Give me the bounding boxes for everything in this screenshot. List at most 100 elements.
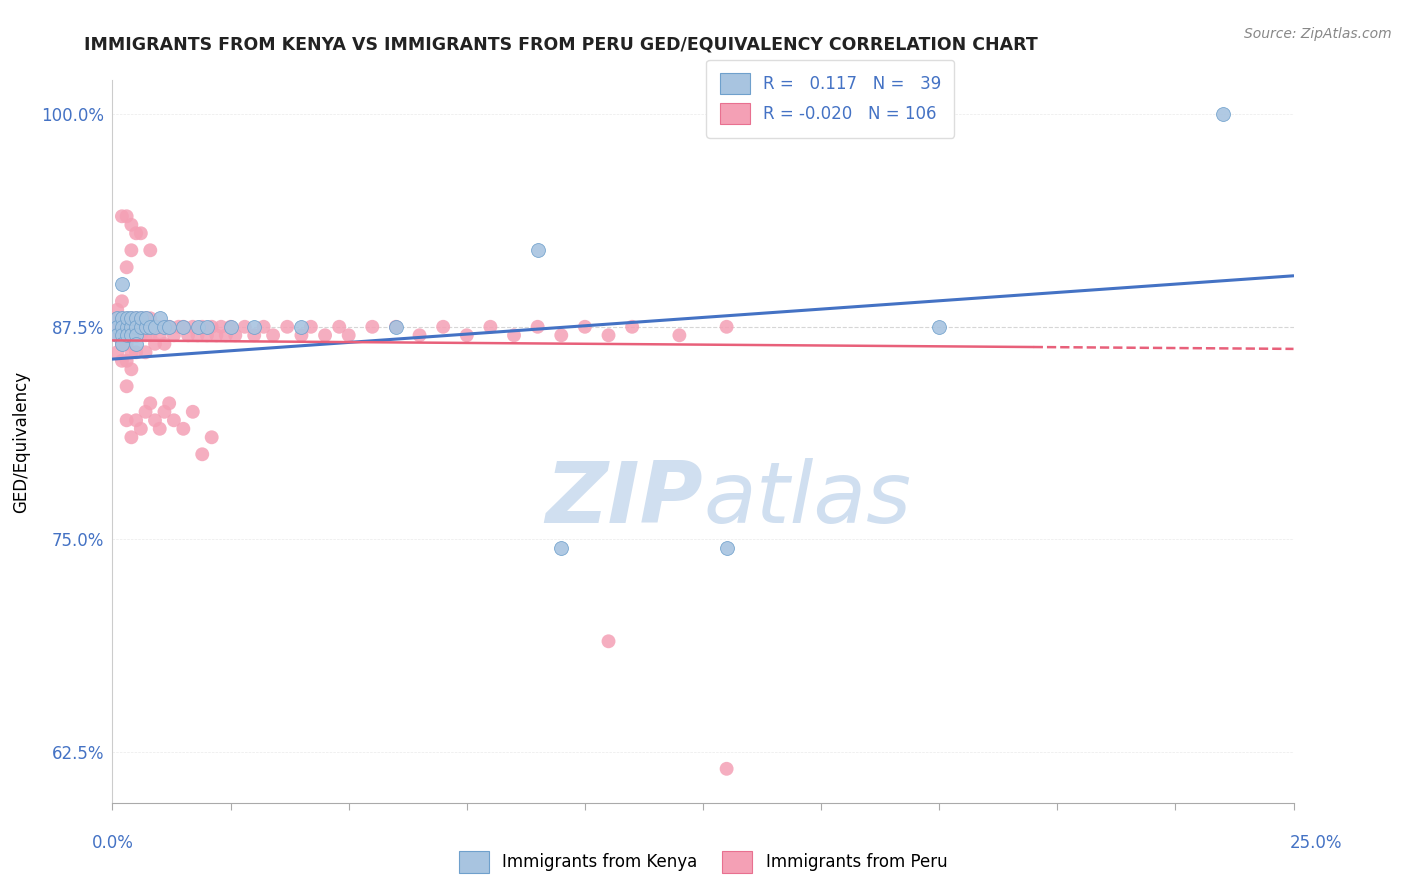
Point [125,311,148,326]
Point [125,345,148,359]
Point [120,311,142,326]
Point [115,328,138,343]
Point [129,227,152,241]
Point [157,319,180,334]
Point [129,311,152,326]
Point [432,319,454,334]
Point [181,319,204,334]
Point [125,319,148,334]
Point [928,319,950,334]
Point [172,319,194,334]
Point [120,328,142,343]
Point [191,447,214,461]
Point [143,319,166,334]
Point [233,319,256,334]
Point [129,328,152,343]
Point [111,294,134,309]
Point [526,244,548,258]
Point [115,379,138,393]
Point [135,311,157,326]
Point [120,345,142,359]
Point [290,319,312,334]
Point [115,209,138,223]
Point [135,328,157,343]
Point [129,319,152,334]
Point [125,328,148,343]
Point [149,319,172,334]
Point [120,319,142,334]
Text: 25.0%: 25.0% [1291,834,1343,852]
Point [135,311,157,326]
Point [105,319,128,334]
Point [385,319,408,334]
Point [125,413,148,427]
Point [115,336,138,351]
Point [153,405,176,419]
Point [172,319,194,334]
Point [290,328,312,343]
Point [163,413,186,427]
Point [716,762,738,776]
Point [139,244,162,258]
Point [111,311,134,326]
Point [111,277,134,292]
Point [105,319,128,334]
Point [153,336,176,351]
Point [135,405,157,419]
Point [716,541,738,555]
Point [120,244,142,258]
Point [337,328,360,343]
Point [111,209,134,223]
Point [195,328,218,343]
Point [125,311,148,326]
Point [111,336,134,351]
Point [205,328,228,343]
Point [111,319,134,334]
Point [621,319,644,334]
Point [139,319,162,334]
Point [177,328,200,343]
Point [115,319,138,334]
Y-axis label: GED/Equivalency: GED/Equivalency [13,370,30,513]
Point [1212,107,1234,121]
Point [139,319,162,334]
Legend: Immigrants from Kenya, Immigrants from Peru: Immigrants from Kenya, Immigrants from P… [453,845,953,880]
Point [167,319,190,334]
Point [201,430,224,444]
Point [105,345,128,359]
Point [125,328,148,343]
Text: Source: ZipAtlas.com: Source: ZipAtlas.com [1244,27,1392,41]
Point [120,328,142,343]
Point [111,311,134,326]
Point [115,311,138,326]
Point [253,319,276,334]
Point [111,328,134,343]
Point [550,541,572,555]
Point [111,336,134,351]
Point [526,319,548,334]
Point [105,328,128,343]
Point [115,260,138,275]
Point [385,319,408,334]
Point [195,319,218,334]
Point [115,413,138,427]
Point [598,328,620,343]
Point [276,319,298,334]
Point [209,319,232,334]
Point [105,311,128,326]
Point [115,319,138,334]
Point [125,319,148,334]
Point [111,328,134,343]
Point [191,319,214,334]
Point [149,422,172,436]
Point [157,319,180,334]
Point [129,422,152,436]
Point [224,328,246,343]
Point [550,328,572,343]
Point [111,353,134,368]
Legend: R =   0.117   N =   39, R = -0.020   N = 106: R = 0.117 N = 39, R = -0.020 N = 106 [706,60,955,137]
Point [479,319,502,334]
Point [115,353,138,368]
Point [111,319,134,334]
Point [215,328,238,343]
